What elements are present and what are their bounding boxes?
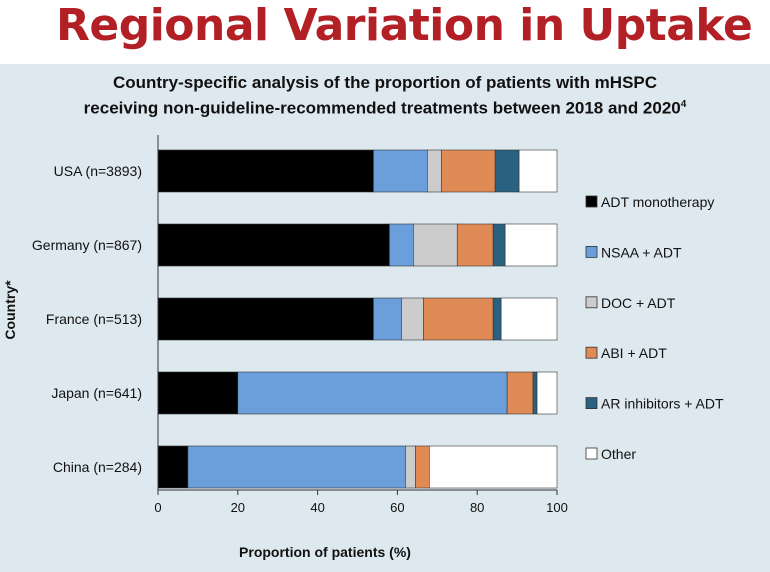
bar-segment bbox=[373, 297, 402, 341]
bar-segment bbox=[373, 149, 428, 193]
x-tick-label: 40 bbox=[310, 500, 324, 515]
chart-title-superscript: 4 bbox=[680, 99, 687, 110]
bar-segment bbox=[157, 371, 239, 415]
bar-segment bbox=[423, 297, 494, 341]
bar-segment bbox=[413, 223, 458, 267]
legend-swatch bbox=[585, 346, 598, 359]
bar-segment bbox=[401, 297, 424, 341]
legend-label: ADT monotherapy bbox=[601, 194, 714, 210]
bar-segment bbox=[500, 297, 558, 341]
chart-title: Country-specific analysis of the proport… bbox=[0, 72, 770, 120]
x-tick-label: 100 bbox=[546, 500, 568, 515]
x-tick-label: 60 bbox=[390, 500, 404, 515]
legend-group: ADT monotherapy NSAA + ADT DOC + ADT ABI + … bbox=[585, 194, 724, 462]
bar-segment bbox=[415, 445, 430, 489]
legend-swatch bbox=[585, 447, 598, 460]
slide-header: Regional Variation in Uptake bbox=[0, 0, 770, 64]
legend-label: Other bbox=[601, 446, 636, 462]
chart-title-line-1: Country-specific analysis of the proport… bbox=[112, 73, 658, 92]
chart-title-line-2-text: receiving non-guideline-recommended trea… bbox=[83, 98, 681, 118]
bar-segment bbox=[456, 223, 494, 267]
legend-label: AR inhibitors + ADT bbox=[601, 396, 724, 412]
bar-segment bbox=[389, 223, 414, 267]
legend-swatch bbox=[585, 245, 598, 258]
bar-segment bbox=[504, 223, 558, 267]
x-tick-label: 20 bbox=[231, 500, 245, 515]
bar-segment bbox=[506, 371, 534, 415]
bar-segment bbox=[532, 371, 538, 415]
chart-title-line-2: receiving non-guideline-recommended trea… bbox=[0, 94, 770, 120]
bar-segment bbox=[405, 445, 416, 489]
x-tick-label: 80 bbox=[470, 500, 484, 515]
bar-segment bbox=[237, 371, 508, 415]
bar-segment bbox=[157, 445, 189, 489]
legend-swatch bbox=[585, 195, 598, 208]
bar-segment bbox=[494, 149, 520, 193]
bar-segment bbox=[427, 149, 442, 193]
category-label: China (n=284) bbox=[53, 459, 142, 475]
legend-label: DOC + ADT bbox=[601, 295, 676, 311]
legend-label: NSAA + ADT bbox=[601, 244, 682, 260]
bar-segment bbox=[157, 297, 374, 341]
category-label: Germany (n=867) bbox=[32, 237, 142, 253]
bar-segment bbox=[536, 371, 558, 415]
y-axis-label: Country* bbox=[2, 280, 18, 340]
category-label: USA (n=3893) bbox=[54, 163, 142, 179]
legend-swatch bbox=[585, 397, 598, 410]
bar-segment bbox=[518, 149, 558, 193]
bar-segment bbox=[492, 297, 502, 341]
bars-group bbox=[157, 149, 558, 489]
slide-title: Regional Variation in Uptake bbox=[56, 0, 753, 51]
legend-label: ABI + ADT bbox=[601, 345, 667, 361]
category-labels-group: USA (n=3893) Germany (n=867) France (n=513… bbox=[32, 163, 142, 475]
bar-segment bbox=[492, 223, 506, 267]
bar-segment bbox=[157, 149, 374, 193]
bar-segment bbox=[440, 149, 496, 193]
bar-segment bbox=[429, 445, 558, 489]
x-axis-label: Proportion of patients (%) bbox=[239, 544, 411, 560]
bar-segment bbox=[187, 445, 406, 489]
x-axis-group: 0 20 40 60 80 100 bbox=[154, 135, 568, 515]
x-tick-label: 0 bbox=[154, 500, 161, 515]
category-label: France (n=513) bbox=[46, 311, 142, 327]
legend-swatch bbox=[585, 296, 598, 309]
bar-segment bbox=[157, 223, 390, 267]
category-label: Japan (n=641) bbox=[51, 385, 142, 401]
